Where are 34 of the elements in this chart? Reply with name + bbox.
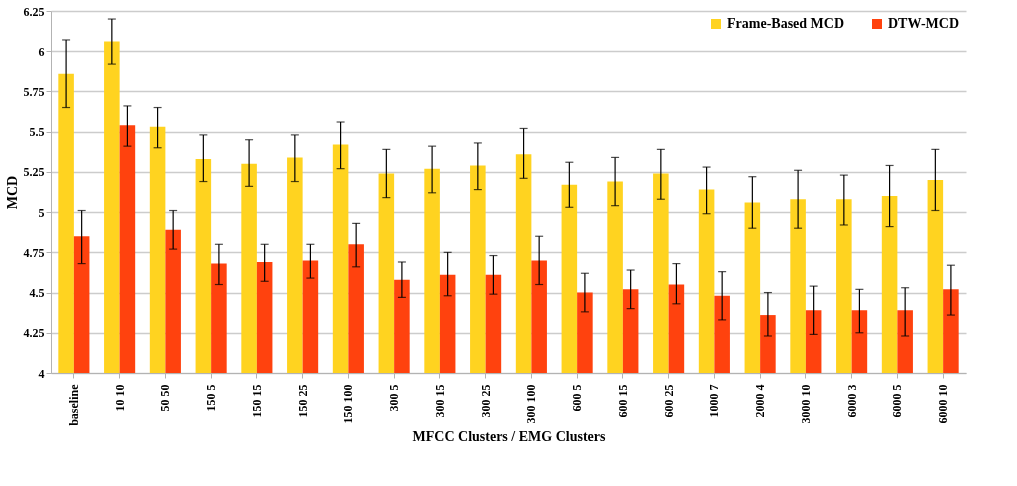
y-tick-label: 4.5 [29, 286, 45, 301]
x-tick-label: 6000 5 [890, 384, 905, 418]
y-tick-label: 4.25 [23, 326, 45, 341]
x-tick-label: 150 100 [341, 384, 356, 424]
x-tick-label: 3000 10 [798, 384, 813, 424]
y-axis-title: MCD [4, 175, 20, 210]
x-tick-label: 150 15 [249, 384, 264, 418]
x-tick-label: 600 25 [661, 384, 676, 418]
x-tick-label: 300 5 [387, 384, 402, 412]
y-tick-label: 5.5 [29, 125, 45, 140]
x-tick-label: 600 5 [570, 384, 585, 412]
x-tick-label: 150 5 [204, 384, 219, 412]
y-tick-label: 5.75 [23, 84, 45, 99]
x-tick-label: 2000 4 [753, 384, 768, 418]
x-tick-label: 300 15 [432, 384, 447, 418]
x-tick-label: 150 25 [295, 384, 310, 418]
x-tick-label: 6000 10 [936, 384, 951, 424]
y-tick-label: 5 [38, 205, 45, 220]
x-tick-label: 50 50 [158, 384, 173, 412]
x-tick-label: 1000 7 [707, 384, 722, 418]
legend-label: Frame-Based MCD [727, 16, 845, 31]
legend-label: DTW-MCD [888, 16, 960, 31]
x-tick-label: baseline [66, 383, 81, 426]
y-tick-label: 6 [38, 44, 45, 59]
x-tick-label: 300 25 [478, 384, 493, 418]
x-axis-title: MFCC Clusters / EMG Clusters [412, 428, 606, 444]
y-tick-label: 4 [38, 366, 45, 381]
x-tick-label: 300 100 [524, 384, 539, 424]
x-tick-label: 10 10 [112, 384, 127, 412]
x-tick-label: 6000 3 [844, 384, 859, 418]
y-tick-label: 4.75 [23, 245, 45, 260]
y-tick-label: 6.25 [23, 4, 45, 19]
x-tick-label: 600 15 [615, 384, 630, 418]
y-tick-label: 5.25 [23, 165, 45, 180]
